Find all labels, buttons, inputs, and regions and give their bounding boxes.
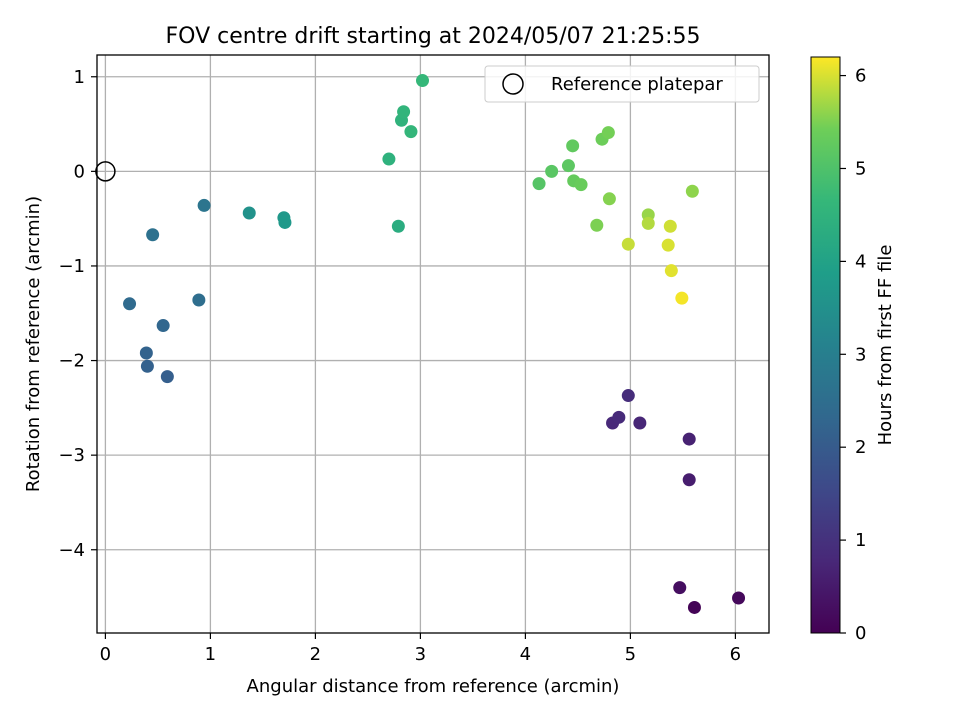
colorbar: 0 1 2 3 4 5 6 Hours from first FF file bbox=[810, 56, 896, 644]
data-point bbox=[601, 126, 615, 140]
colorbar-tick-label: 2 bbox=[855, 437, 866, 458]
data-point bbox=[612, 410, 626, 424]
x-tick-label: 3 bbox=[415, 644, 426, 665]
data-point bbox=[633, 416, 647, 430]
legend-label-reference: Reference platepar bbox=[551, 74, 723, 95]
x-tick-label: 1 bbox=[205, 644, 216, 665]
data-point bbox=[621, 237, 635, 251]
data-point bbox=[416, 74, 429, 88]
colorbar-tick-label: 1 bbox=[855, 530, 866, 551]
legend-box bbox=[484, 65, 760, 103]
data-point bbox=[675, 291, 689, 305]
data-point bbox=[641, 216, 655, 230]
colorbar-gradient bbox=[810, 56, 841, 634]
x-tick-label: 0 bbox=[100, 644, 111, 665]
chart-title: FOV centre drift starting at 2024/05/07 … bbox=[166, 24, 701, 49]
y-axis-ticks: 1 0 −1 −2 −3 −4 bbox=[58, 67, 97, 561]
y-axis-label: Rotation from reference (arcmin) bbox=[23, 196, 44, 492]
colorbar-tick-label: 3 bbox=[855, 344, 866, 365]
data-point bbox=[160, 370, 174, 384]
data-point bbox=[602, 192, 616, 206]
y-tick-label: −4 bbox=[58, 540, 85, 561]
data-point bbox=[140, 359, 154, 373]
data-point bbox=[545, 164, 559, 178]
data-point bbox=[197, 198, 211, 212]
data-point bbox=[566, 139, 580, 153]
data-point bbox=[123, 297, 137, 311]
grid bbox=[97, 55, 769, 633]
data-point bbox=[156, 319, 170, 333]
x-tick-label: 6 bbox=[730, 644, 741, 665]
colorbar-label: Hours from first FF file bbox=[875, 245, 896, 446]
data-point bbox=[278, 215, 292, 229]
x-tick-label: 4 bbox=[520, 644, 531, 665]
data-point bbox=[661, 238, 675, 252]
colorbar-tick-label: 0 bbox=[855, 623, 866, 644]
data-point bbox=[673, 581, 687, 595]
data-point bbox=[664, 264, 678, 278]
legend-marker-reference bbox=[502, 73, 524, 95]
plot-frame bbox=[96, 54, 770, 634]
data-points bbox=[123, 74, 746, 614]
colorbar-tick-label: 5 bbox=[855, 158, 866, 179]
colorbar-tick-label: 4 bbox=[855, 251, 866, 272]
data-point bbox=[139, 346, 153, 360]
data-point bbox=[682, 473, 696, 487]
y-tick-label: 0 bbox=[74, 161, 85, 182]
data-point bbox=[590, 218, 604, 232]
data-point bbox=[146, 228, 160, 242]
data-point bbox=[404, 125, 418, 139]
data-point bbox=[732, 591, 746, 605]
data-point bbox=[687, 600, 701, 614]
colorbar-tick-label: 6 bbox=[855, 66, 866, 87]
data-point bbox=[532, 177, 546, 191]
data-point bbox=[382, 152, 396, 166]
x-axis-ticks: 0 1 2 3 4 5 6 bbox=[100, 633, 741, 665]
data-point bbox=[621, 389, 635, 403]
legend: Reference platepar bbox=[484, 65, 760, 103]
data-point bbox=[242, 206, 256, 220]
y-tick-label: 1 bbox=[74, 67, 85, 88]
data-point bbox=[574, 178, 588, 192]
data-point bbox=[397, 105, 411, 119]
x-tick-label: 5 bbox=[625, 644, 636, 665]
data-point bbox=[682, 432, 696, 446]
data-point bbox=[561, 159, 575, 173]
y-tick-label: −3 bbox=[58, 445, 85, 466]
y-tick-label: −1 bbox=[58, 256, 85, 277]
data-point bbox=[192, 293, 206, 307]
data-point bbox=[663, 219, 677, 233]
data-point bbox=[391, 219, 405, 233]
y-tick-label: −2 bbox=[58, 351, 85, 372]
x-tick-label: 2 bbox=[310, 644, 321, 665]
colorbar-ticks: 0 1 2 3 4 5 6 bbox=[840, 66, 866, 644]
x-axis-label: Angular distance from reference (arcmin) bbox=[247, 676, 620, 697]
data-point bbox=[685, 184, 699, 198]
